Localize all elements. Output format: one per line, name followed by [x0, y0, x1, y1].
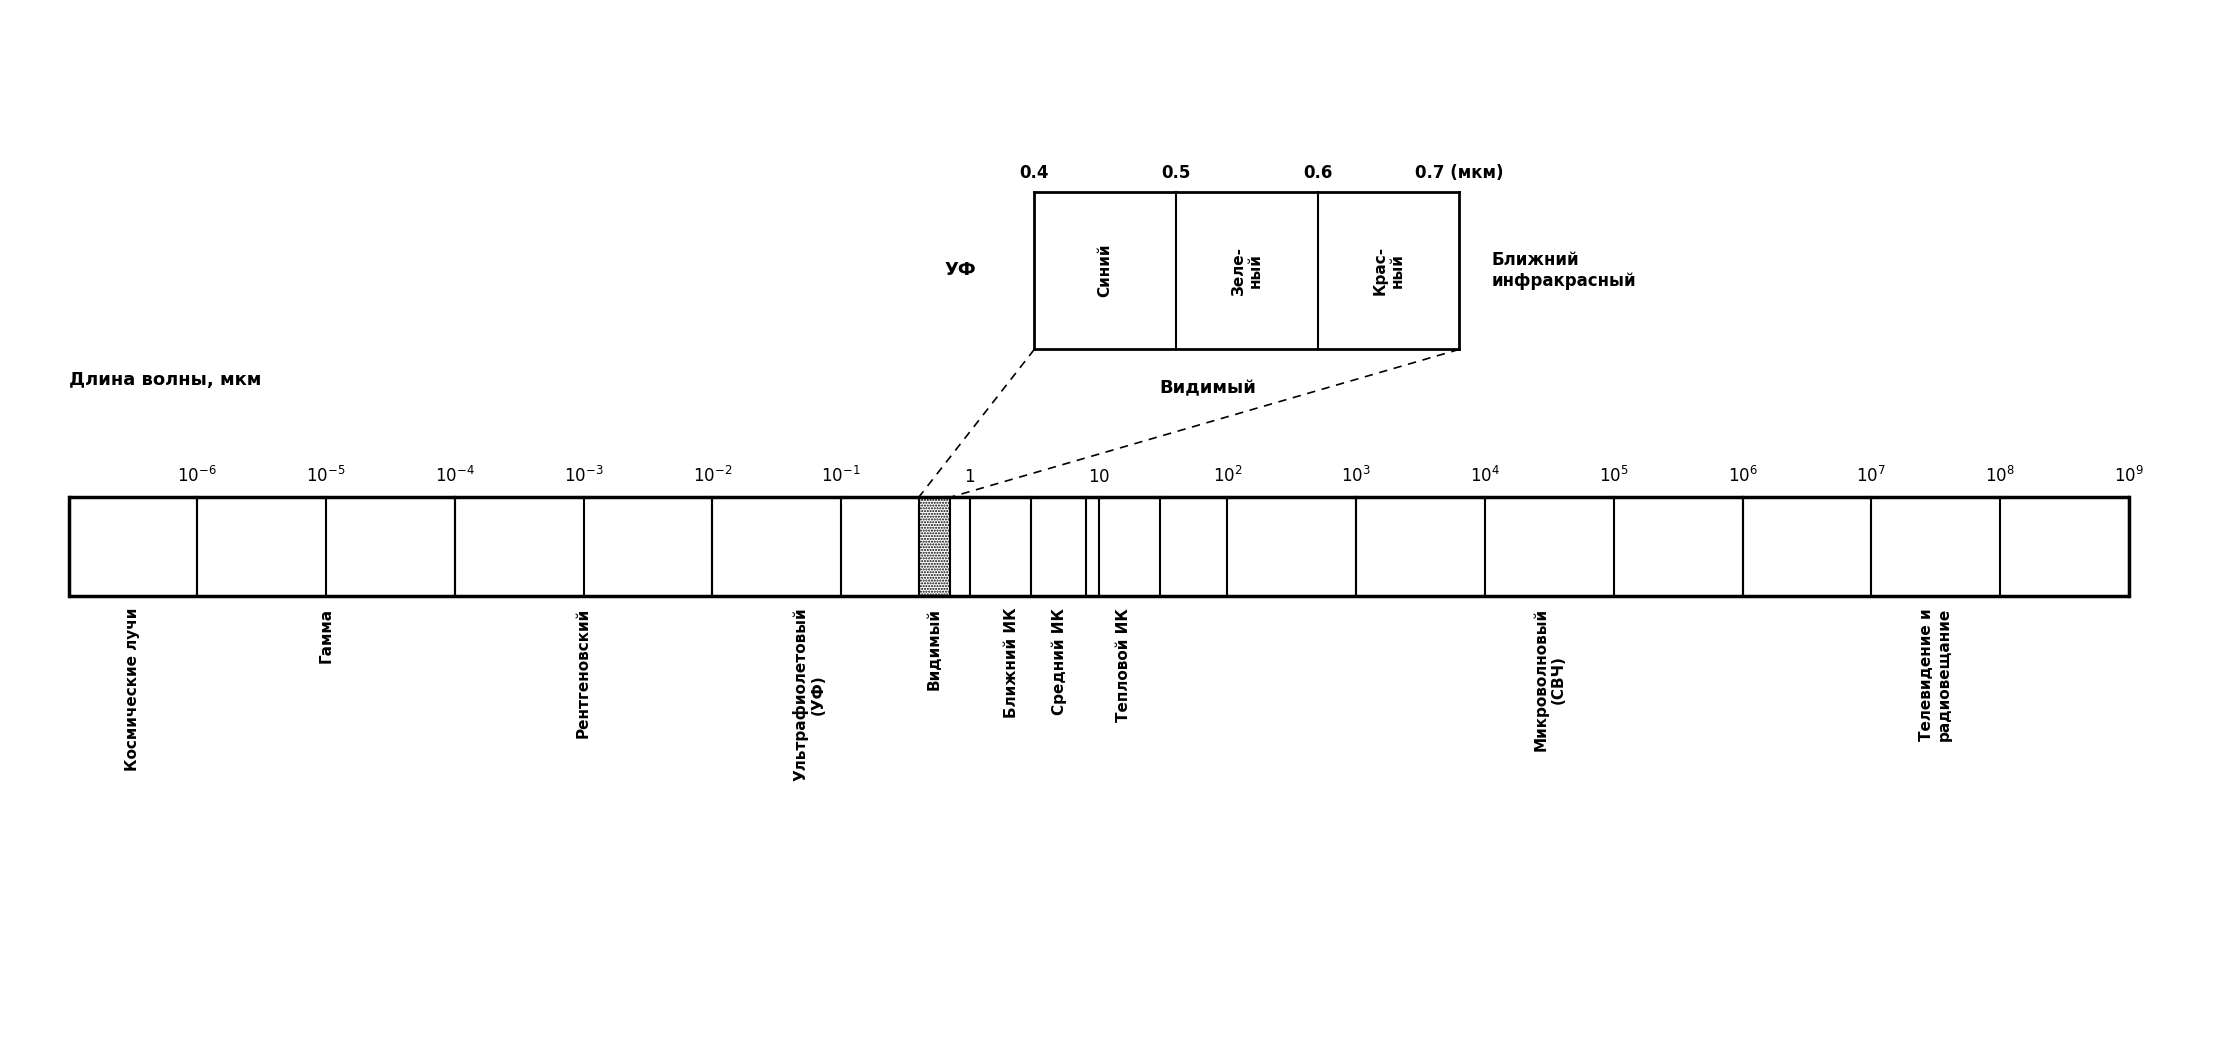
- Text: $10^{-2}$: $10^{-2}$: [693, 466, 731, 485]
- Text: $10^{-4}$: $10^{-4}$: [436, 466, 474, 485]
- Text: 0.6: 0.6: [1304, 164, 1333, 182]
- Text: $10^{3}$: $10^{3}$: [1342, 466, 1371, 485]
- Text: Длина волны, мкм: Длина волны, мкм: [69, 371, 262, 388]
- Text: Тепловой ИК: Тепловой ИК: [1116, 608, 1131, 721]
- Text: Ближний ИК: Ближний ИК: [1004, 608, 1020, 718]
- Text: 0.7 (мкм): 0.7 (мкм): [1415, 164, 1503, 182]
- Text: $10^{7}$: $10^{7}$: [1856, 466, 1887, 485]
- Text: Зеле-
ный: Зеле- ный: [1230, 246, 1263, 295]
- Text: $1$: $1$: [964, 468, 975, 485]
- Text: Средний ИК: Средний ИК: [1051, 608, 1067, 715]
- Text: Ультрафиолетовый
(УФ): Ультрафиолетовый (УФ): [792, 608, 825, 782]
- Bar: [919, 497, 950, 596]
- Text: УФ: УФ: [946, 261, 977, 280]
- Text: $10^{5}$: $10^{5}$: [1599, 466, 1628, 485]
- Text: $10^{6}$: $10^{6}$: [1728, 466, 1757, 485]
- Text: $10^{-3}$: $10^{-3}$: [563, 466, 604, 485]
- Text: Крас-
ный: Крас- ный: [1373, 246, 1404, 295]
- Text: $10^{-1}$: $10^{-1}$: [821, 466, 861, 485]
- Text: $10^{-5}$: $10^{-5}$: [306, 466, 347, 485]
- Text: 0.4: 0.4: [1020, 164, 1049, 182]
- Text: Космические лучи: Космические лучи: [125, 608, 141, 772]
- Text: $10$: $10$: [1087, 468, 1109, 485]
- Text: Ближний
инфракрасный: Ближний инфракрасный: [1491, 251, 1637, 290]
- Text: $10^{-6}$: $10^{-6}$: [177, 466, 217, 485]
- Text: Гамма: Гамма: [318, 608, 333, 663]
- Text: $10^{4}$: $10^{4}$: [1469, 466, 1500, 485]
- Text: $10^{9}$: $10^{9}$: [2113, 466, 2144, 485]
- Text: Видимый: Видимый: [1160, 379, 1257, 397]
- Text: $10^{2}$: $10^{2}$: [1212, 466, 1243, 485]
- Text: Рентгеновский: Рентгеновский: [577, 608, 590, 738]
- Text: Телевидение и
радиовещание: Телевидение и радиовещание: [1918, 608, 1952, 741]
- Text: 0.5: 0.5: [1160, 164, 1190, 182]
- Text: Микроволновый
(СВЧ): Микроволновый (СВЧ): [1534, 608, 1565, 751]
- Text: Видимый: Видимый: [926, 608, 941, 690]
- Text: Синий: Синий: [1098, 243, 1114, 298]
- Text: $10^{8}$: $10^{8}$: [1986, 466, 2015, 485]
